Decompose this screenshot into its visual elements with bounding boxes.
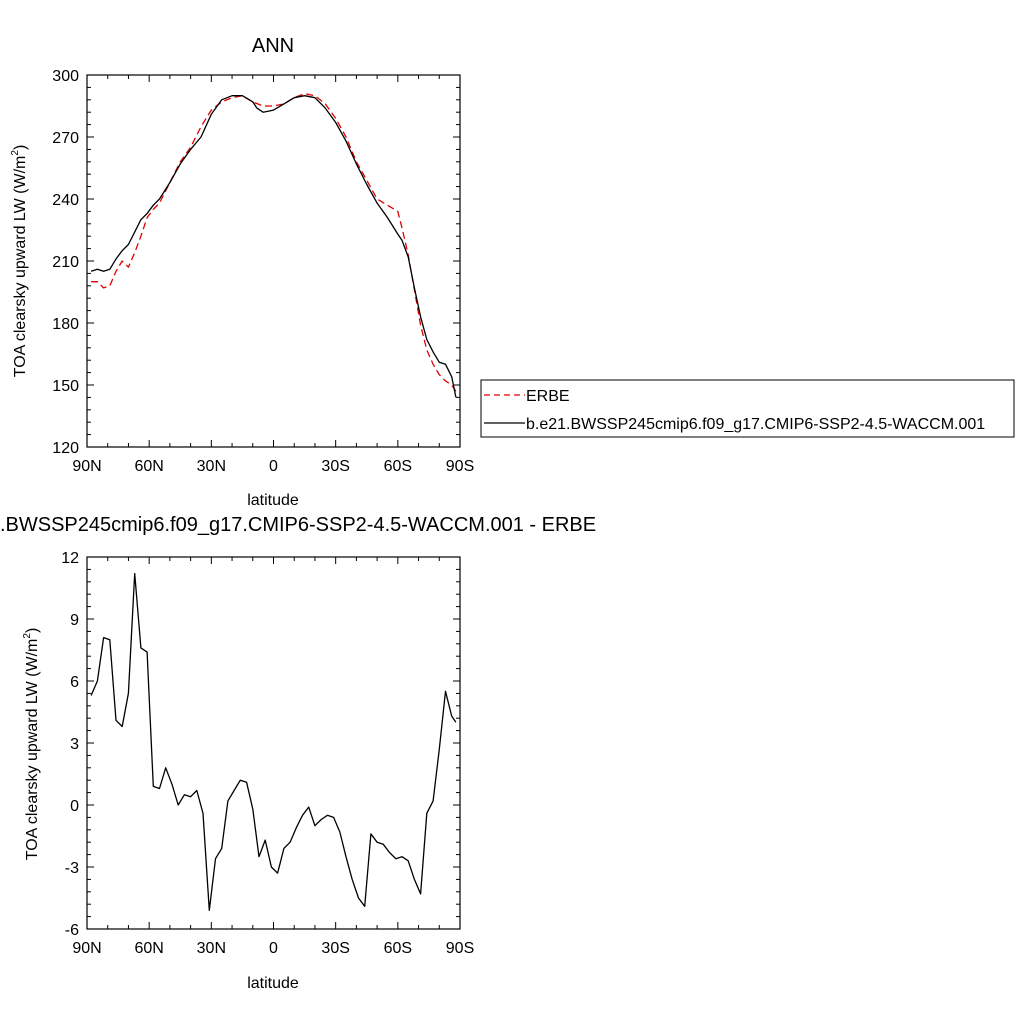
bottom-chart-xlabel: latitude [247,975,299,992]
legend-box [480,379,1015,438]
top-chart-xtick-label: 90S [446,458,474,475]
top-chart-xtick-label: 0 [269,458,278,475]
top-chart-ytick-label: 300 [52,68,79,85]
top-chart-ytick-label: 120 [52,440,79,457]
top-chart-ytick-label: 270 [52,130,79,147]
bottom-chart-xtick-label: 90N [72,940,101,957]
bottom-chart-xtick-label: 0 [269,940,278,957]
top-chart-ylabel-close: ) [12,145,29,150]
top-chart-title: ANN [252,35,294,57]
top-chart-series-erbe [91,92,457,392]
top-chart-ylabel: TOA clearsky upward LW (W/m2) [10,145,29,378]
bottom-chart-xtick-label: 30S [321,940,349,957]
top-chart-xtick-label: 60N [134,458,163,475]
bottom-chart-title: b.e21.BWSSP245cmip6.f09_g17.CMIP6-SSP2-4… [0,514,596,536]
bottom-chart-frame [86,556,461,930]
bottom-chart-xtick-label: 90S [446,940,474,957]
bottom-chart-series-line-0 [90,572,457,912]
bottom-chart-xtick-label: 30N [197,940,226,957]
bottom-chart-ylabel-close: ) [24,628,41,633]
bottom-chart-ytick-label: 9 [70,612,79,629]
bottom-chart-xtick-label: 60S [384,940,412,957]
bottom-chart-xtick-label: 60N [134,940,163,957]
bottom-chart-ytick-label: 0 [70,798,79,815]
top-chart-ylabel-main: TOA clearsky upward LW (W/m [12,156,29,378]
top-chart-xlabel: latitude [247,492,299,509]
top-chart-legend: ERBE b.e21.BWSSP245cmip6.f09_g17.CMIP6-S… [480,379,1015,438]
top-chart-ytick-label: 240 [52,192,79,209]
top-chart-xtick-label: 30S [321,458,349,475]
bottom-chart-ylabel-main: TOA clearsky upward LW (W/m [24,639,41,861]
top-chart-ytick-label: 180 [52,316,79,333]
bottom-chart-ytick-label: -3 [65,860,79,877]
top-chart-ytick-label: 150 [52,378,79,395]
bottom-chart-ytick-label: -6 [65,922,79,939]
top-chart-series-line-1 [90,95,457,398]
top-chart-ytick-label: 210 [52,254,79,271]
bottom-chart-ytick-label: 12 [61,550,79,567]
top-chart-ylabel-sup: 2 [10,150,21,156]
bottom-chart-plot: 90N 60N 30N 0 30S 60S 90S -6 -3 0 3 6 9 12 [61,550,474,957]
top-chart-xtick-label: 90N [72,458,101,475]
top-chart-frame [86,74,461,448]
legend-erbe-label: ERBE [526,388,570,405]
bottom-chart-ytick-label: 6 [70,674,79,691]
top-chart-plot: 90N 60N 30N 0 30S 60S 90S 120 150 180 210 240 270 300 [52,68,474,475]
top-chart-xtick-label: 30N [197,458,226,475]
legend-model-label: b.e21.BWSSP245cmip6.f09_g17.CMIP6-SSP2-4… [526,416,985,433]
bottom-chart-ytick-label: 3 [70,736,79,753]
top-chart-xtick-label: 60S [384,458,412,475]
bottom-chart-ylabel-sup: 2 [22,633,33,639]
bottom-chart-ylabel: TOA clearsky upward LW (W/m2) [22,628,41,861]
